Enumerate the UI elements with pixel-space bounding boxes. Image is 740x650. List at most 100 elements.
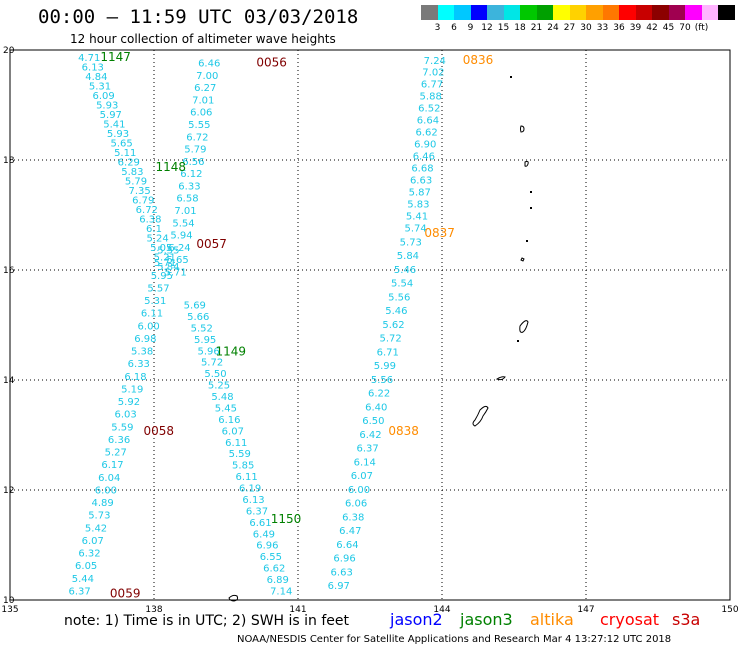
wave-height-value: 5.65 [110, 139, 132, 150]
wave-height-value: 5.95 [194, 335, 216, 346]
wave-height-value: 6.58 [176, 194, 198, 205]
scale-swatch [487, 5, 504, 20]
wave-height-value: 5.25 [208, 381, 230, 392]
guam [472, 405, 489, 427]
wave-height-value: 4.71 [78, 53, 100, 64]
wave-height-value: 5.69 [184, 301, 206, 312]
wave-height-value: 6.62 [263, 564, 285, 575]
island [524, 160, 529, 167]
wave-height-value: 5.59 [111, 422, 133, 433]
wave-height-value: 5.59 [229, 449, 251, 460]
wave-height-value: 6.29 [118, 158, 140, 169]
wave-height-value: 5.95 [151, 271, 173, 282]
wave-height-value: 6.05 [75, 561, 97, 572]
wave-height-value: 6.06 [345, 499, 367, 510]
credit-line: NOAA/NESDIS Center for Satellite Applica… [237, 634, 672, 645]
wave-height-value: 6.42 [359, 430, 381, 441]
wave-height-value: 5.83 [407, 200, 429, 211]
pass-time-labels: 1147 1148 0056 0057 1149 0058 0059 1150 0836 0837… [100, 50, 493, 600]
island [520, 125, 525, 133]
wave-height-value: 6.38 [139, 215, 161, 226]
wave-height-value: 6.50 [362, 416, 384, 427]
wave-height-value: 5.56 [371, 375, 393, 386]
wave-height-value: 6.63 [410, 176, 432, 187]
wave-height-value: 5.21 [154, 253, 176, 264]
scale-swatch [652, 5, 669, 20]
wave-height-value: 5.05 [150, 243, 172, 254]
wave-height-value: 5.55 [157, 246, 179, 257]
map-grid [10, 50, 730, 600]
wave-height-value: 6.64 [417, 116, 439, 127]
wave-height-value: 5.85 [232, 461, 254, 472]
x-tick-label: 135 [1, 605, 18, 615]
scale-label: 30 [580, 23, 592, 33]
wave-height-value: 6.52 [418, 104, 440, 115]
wave-height-value: 6.64 [336, 540, 358, 551]
wave-height-value: 6.96 [256, 541, 278, 552]
wave-height-value: 5.84 [397, 251, 419, 262]
footnote: note: 1) Time is in UTC; 2) SWH is in fe… [64, 613, 350, 629]
wave-height-value: 6.55 [260, 552, 282, 563]
wave-height-value: 6.56 [182, 157, 204, 168]
pass-time-label: 1148 [156, 160, 187, 174]
pass-time-label: 1149 [216, 344, 247, 358]
wave-height-value: 7.35 [128, 186, 150, 197]
pass-time-label: 0836 [463, 53, 494, 67]
scale-swatch [470, 5, 488, 20]
wave-height-value: 5.27 [105, 448, 127, 459]
wave-height-value: 6.71 [377, 347, 399, 358]
scale-label: 9 [467, 23, 474, 33]
altimeter-tracks: 4.716.134.845.316.095.935.975.415.935.65… [68, 53, 445, 598]
wave-height-value: 6.24 [168, 243, 190, 254]
scale-swatch [553, 5, 570, 20]
satellite-legend-s3a: s3a [672, 610, 701, 629]
wave-height-value: 6.13 [242, 495, 264, 506]
island [510, 76, 512, 78]
wave-height-value: 6.07 [351, 471, 373, 482]
wave-height-value: 6.40 [365, 402, 387, 413]
wave-height-value: 5.94 [170, 231, 192, 242]
wave-height-value: 5.44 [72, 574, 94, 585]
island [495, 376, 506, 381]
pass-time-label: 1147 [100, 50, 131, 64]
x-tick-label: 150 [721, 605, 738, 615]
wave-height-value: 5.31 [89, 82, 111, 93]
wave-height-value: 6.77 [421, 80, 443, 91]
y-tick-label: 16 [3, 266, 15, 276]
wave-height-value: 6.22 [368, 389, 390, 400]
wave-height-value: 7.00 [196, 71, 218, 82]
wave-height-value: 5.72 [201, 358, 223, 369]
scale-label: 70 [679, 23, 691, 33]
island [517, 340, 519, 342]
wave-height-value: 5.31 [144, 296, 166, 307]
scale-swatch [635, 5, 653, 20]
wave-height-value: 6.79 [132, 196, 154, 207]
wave-height-value: 6.27 [194, 83, 216, 94]
y-tick-label: 12 [3, 486, 14, 496]
x-tick-label: 144 [433, 605, 450, 615]
wave-height-value: 6.36 [108, 435, 130, 446]
scale-label: 36 [613, 23, 625, 33]
scale-swatch [520, 5, 537, 20]
island [530, 207, 532, 209]
wave-height-value: 5.57 [147, 283, 169, 294]
wave-height-value: 6.38 [342, 512, 364, 523]
wave-height-value: 6.72 [136, 205, 158, 216]
scale-label: 24 [547, 23, 559, 33]
wave-height-value: 7.14 [270, 587, 292, 598]
scale-label: 45 [662, 23, 675, 33]
wave-height-value: 7.24 [424, 56, 446, 67]
scale-swatch [503, 5, 521, 20]
island [519, 320, 529, 333]
scale-label: 18 [514, 23, 526, 33]
scale-swatch [454, 5, 471, 20]
island [228, 594, 239, 602]
wave-height-value: 6.72 [186, 132, 208, 143]
wave-height-value: 5.72 [380, 334, 402, 345]
scale-swatch [421, 5, 438, 20]
wave-height-value: 5.48 [211, 392, 233, 403]
pass-time-label: 0059 [110, 586, 141, 600]
wave-height-value: 6.04 [98, 473, 120, 484]
wave-height-value: 7.01 [192, 95, 214, 106]
map-frame [9, 49, 731, 601]
